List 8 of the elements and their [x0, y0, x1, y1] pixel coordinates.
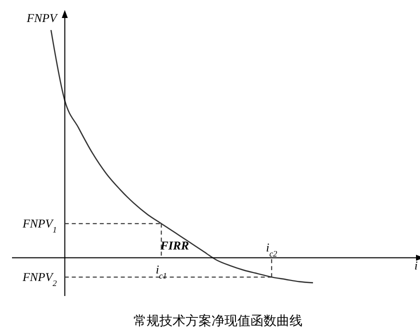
text: i: [414, 258, 418, 273]
annotation: FNPV$_{1}$: [22, 216, 57, 234]
annotation: FNPV$_{2}$: [22, 270, 57, 288]
annotation: FIRR: [159, 238, 190, 253]
x-tick-label: i$_{c1}$: [156, 262, 167, 280]
x-tick-label: i$_{c2}$: [266, 240, 278, 258]
text: 常规技术方案净现值函数曲线: [132, 313, 304, 330]
y-axis-title: FNPV: [26, 11, 58, 25]
